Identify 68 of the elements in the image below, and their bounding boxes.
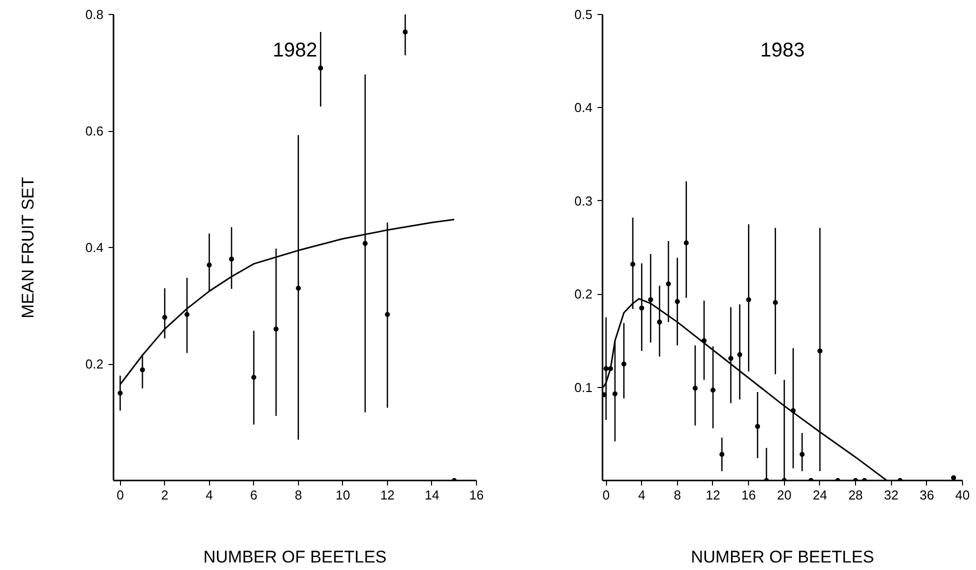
- point: [296, 286, 301, 291]
- x-tick-label: 0: [602, 488, 610, 502]
- point: [648, 297, 654, 302]
- x-tick-label: 12: [706, 488, 720, 502]
- x-tick-label: 8: [294, 488, 302, 502]
- point: [755, 424, 760, 429]
- point: [639, 306, 644, 311]
- x-tick-label: 20: [777, 488, 792, 502]
- point: [657, 320, 662, 325]
- x-tick-label: 36: [920, 488, 934, 502]
- point: [402, 29, 408, 34]
- point: [118, 390, 123, 396]
- point: [621, 362, 626, 366]
- y-tick-label: 0.3: [574, 193, 593, 208]
- x-tick-label: 8: [674, 488, 681, 502]
- x-tick-label: 12: [380, 488, 395, 502]
- x-tick-label: 6: [250, 488, 258, 502]
- x-tick-label: 10: [336, 488, 350, 502]
- point: [162, 314, 168, 320]
- x-tick-label: 32: [884, 488, 898, 502]
- point: [692, 386, 698, 391]
- point: [140, 367, 145, 372]
- point: [274, 326, 279, 332]
- point: [666, 281, 671, 286]
- point: [318, 66, 324, 71]
- x-tick-label: 4: [206, 488, 213, 502]
- y-tick-label: 0.5: [574, 7, 593, 22]
- point: [951, 475, 956, 480]
- point: [772, 300, 778, 305]
- y-tick-label: 0.1: [574, 380, 593, 395]
- point: [710, 388, 716, 393]
- point: [728, 356, 734, 361]
- y-tick-label: 0.4: [85, 240, 104, 255]
- point: [251, 374, 256, 380]
- x-tick-label: 16: [741, 488, 756, 502]
- x-tick-label: 2: [161, 488, 168, 502]
- point: [817, 348, 822, 354]
- point: [206, 262, 212, 268]
- point: [684, 240, 689, 246]
- x-tick-label: 40: [955, 488, 970, 502]
- point: [630, 262, 636, 267]
- text: 1983: [760, 39, 805, 62]
- y-tick-label: 0.6: [85, 124, 104, 138]
- y-tick-label: 0.2: [85, 356, 104, 372]
- y-tick-label: 0.4: [574, 100, 593, 116]
- x-tick-label: 16: [469, 488, 484, 502]
- x-tick-label: 0: [116, 488, 124, 502]
- y-axis-title: MEAN FRUIT SET: [18, 176, 38, 318]
- x-tick-label: 4: [638, 488, 646, 502]
- x-axis-title: NUMBER OF BEETLES: [690, 548, 874, 566]
- point: [674, 299, 680, 304]
- point: [604, 366, 609, 372]
- x-tick-label: 14: [424, 488, 440, 502]
- x-axis-title: NUMBER OF BEETLES: [203, 548, 387, 566]
- point: [184, 312, 190, 317]
- x-tick-label: 28: [848, 488, 863, 502]
- point: [229, 256, 234, 262]
- point: [362, 240, 368, 246]
- y-tick-label: 0.8: [85, 7, 104, 22]
- point: [719, 452, 724, 457]
- point: [800, 452, 805, 457]
- point: [737, 352, 742, 358]
- point: [384, 312, 390, 317]
- point: [746, 297, 752, 302]
- text: 1982: [272, 39, 318, 62]
- x-tick-label: 24: [812, 488, 828, 502]
- y-tick-label: 0.2: [574, 286, 593, 302]
- point: [612, 391, 618, 396]
